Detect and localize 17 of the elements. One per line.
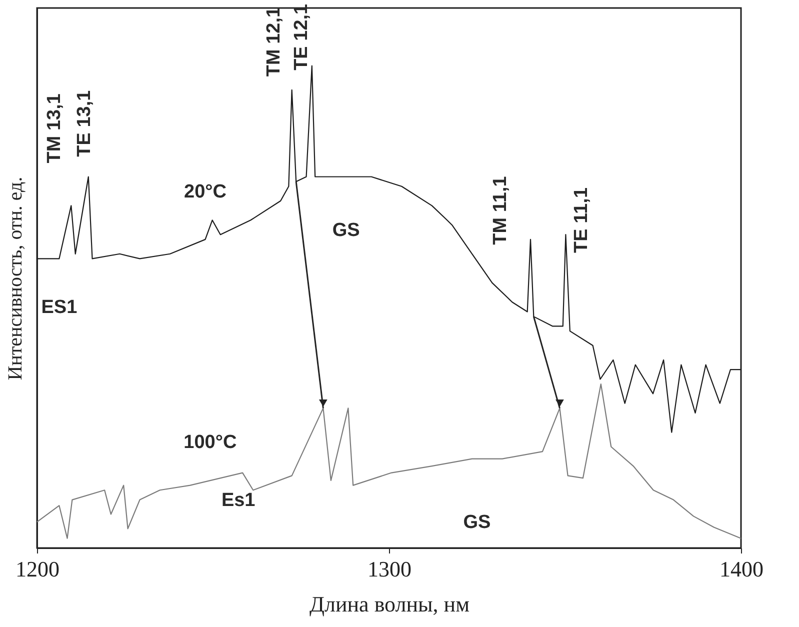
y-axis-title: Интенсивность, отн. ед. — [4, 176, 26, 380]
annotation: Es1 — [221, 490, 256, 511]
x-tick-label: 1200 — [16, 556, 60, 582]
annotation: ES1 — [41, 297, 78, 318]
annotation: 100°C — [184, 432, 237, 454]
x-axis-title: Длина волны, нм — [310, 592, 470, 616]
x-tick-label: 1300 — [368, 556, 412, 582]
annotation: TM 11,1 — [490, 176, 512, 245]
x-tick-label: 1400 — [720, 556, 764, 582]
annotation: 20°C — [184, 182, 227, 203]
annotation: TM 13,1 — [44, 93, 66, 164]
annotation: TE 11,1 — [570, 187, 592, 253]
annotation: GS — [332, 220, 360, 241]
annotation: TM 12,1 — [264, 6, 285, 77]
annotation: GS — [463, 512, 491, 534]
annotation: TE 13,1 — [74, 90, 96, 157]
annotation: TE 12,1 — [291, 3, 312, 70]
